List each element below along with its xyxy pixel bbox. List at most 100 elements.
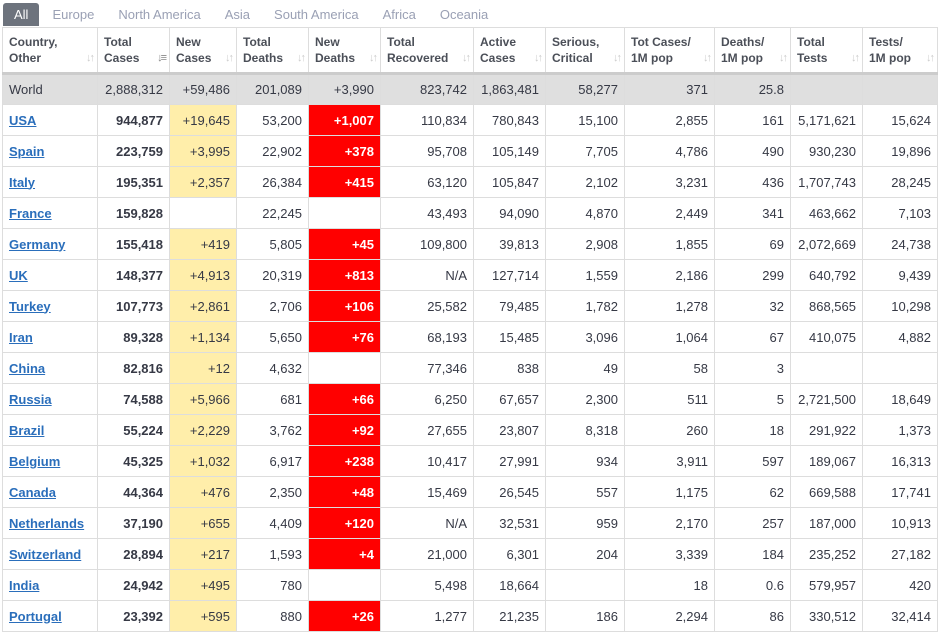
cell-new-cases: +12 <box>169 352 237 384</box>
cell-new-cases: +19,645 <box>169 104 237 136</box>
cell-new-cases: +655 <box>169 507 237 539</box>
cell-total-deaths: 780 <box>236 569 309 601</box>
cell-total-recovered: 109,800 <box>380 228 474 260</box>
country-link[interactable]: Iran <box>9 329 33 345</box>
country-link[interactable]: Switzerland <box>9 546 82 562</box>
country-link[interactable]: Canada <box>9 484 56 500</box>
cell-total-cases: 148,377 <box>97 259 170 291</box>
sort-icon[interactable]: ↓↑ <box>613 52 622 64</box>
cell-total-recovered: 10,417 <box>380 445 474 477</box>
cell-total-recovered: 110,834 <box>380 104 474 136</box>
tab-north-america[interactable]: North America <box>118 7 201 22</box>
sort-icon[interactable]: ↓↑ <box>534 52 543 64</box>
cell-serious-critical: 58,277 <box>545 73 625 105</box>
sort-icon[interactable]: ↓≡ <box>157 52 167 64</box>
tab-south-america[interactable]: South America <box>274 7 359 22</box>
cell-new-cases: +595 <box>169 600 237 632</box>
tab-asia[interactable]: Asia <box>224 7 251 22</box>
table-row: Belgium 45,325 +1,032 6,917 +238 10,417 27,991… <box>2 445 938 477</box>
cell-total-deaths: 201,089 <box>236 73 309 105</box>
sort-icon[interactable]: ↓↑ <box>225 52 234 64</box>
country-link[interactable]: Turkey <box>9 298 51 314</box>
cell-new-cases <box>169 197 237 229</box>
cell-tests-per-1m: 19,896 <box>862 135 938 167</box>
column-header-active-cases[interactable]: Active Cases ↓↑ <box>473 27 546 75</box>
cell-country: UK <box>2 259 98 291</box>
tab-africa[interactable]: Africa <box>382 7 416 22</box>
country-link[interactable]: Belgium <box>9 453 61 469</box>
cell-country: Portugal <box>2 600 98 632</box>
table-row: UK 148,377 +4,913 20,319 +813 N/A 127,714 1,559… <box>2 259 938 291</box>
column-header-total-deaths[interactable]: Total Deaths ↓↑ <box>236 27 309 75</box>
cell-new-deaths: +106 <box>308 290 381 322</box>
sort-icon[interactable]: ↓↑ <box>779 52 788 64</box>
cell-serious-critical: 204 <box>545 538 625 570</box>
country-link[interactable]: Portugal <box>9 608 62 624</box>
tab-europe[interactable]: Europe <box>52 7 95 22</box>
cell-total-deaths: 20,319 <box>236 259 309 291</box>
cell-active-cases: 23,807 <box>473 414 546 446</box>
country-link[interactable]: Brazil <box>9 422 45 438</box>
table-row: Portugal 23,392 +595 880 +26 1,277 21,235 186 2,… <box>2 600 938 632</box>
column-header-serious-critical[interactable]: Serious, Critical ↓↑ <box>545 27 625 75</box>
cell-total-tests: 930,230 <box>790 135 863 167</box>
cell-country: France <box>2 197 98 229</box>
column-header-tests-per-1m[interactable]: Tests/1M pop ↓↑ <box>862 27 938 75</box>
header-line: Total <box>243 35 271 49</box>
cell-total-tests <box>790 73 863 105</box>
column-header-country[interactable]: Country, Other ↓↑ <box>2 27 98 75</box>
cell-serious-critical: 1,559 <box>545 259 625 291</box>
cell-total-cases: 223,759 <box>97 135 170 167</box>
sort-icon[interactable]: ↓↑ <box>462 52 471 64</box>
column-header-total-tests[interactable]: Total Tests ↓↑ <box>790 27 863 75</box>
cell-serious-critical: 7,705 <box>545 135 625 167</box>
sort-icon[interactable]: ↓↑ <box>703 52 712 64</box>
cell-country: World <box>2 73 98 105</box>
country-link[interactable]: Spain <box>9 143 45 159</box>
column-header-new-deaths[interactable]: New Deaths ↓↑ <box>308 27 381 75</box>
cell-total-deaths: 26,384 <box>236 166 309 198</box>
column-header-new-cases[interactable]: New Cases ↓↑ <box>169 27 237 75</box>
cell-country: Canada <box>2 476 98 508</box>
tab-all[interactable]: All <box>3 3 40 26</box>
column-header-total-cases[interactable]: Total Cases ↓≡ <box>97 27 170 75</box>
cell-total-tests: 640,792 <box>790 259 863 291</box>
sort-icon[interactable]: ↓↑ <box>851 52 860 64</box>
country-link[interactable]: UK <box>9 267 28 283</box>
country-link[interactable]: Russia <box>9 391 52 407</box>
country-link[interactable]: France <box>9 205 52 221</box>
cell-tests-per-1m: 28,245 <box>862 166 938 198</box>
country-link[interactable]: USA <box>9 112 37 128</box>
country-link[interactable]: India <box>9 577 40 593</box>
cell-total-deaths: 4,409 <box>236 507 309 539</box>
cell-deaths-per-1m: 341 <box>714 197 791 229</box>
country-link[interactable]: Germany <box>9 236 66 252</box>
sort-icon[interactable]: ↓↑ <box>369 52 378 64</box>
header-line: New <box>315 35 340 49</box>
cell-new-deaths: +415 <box>308 166 381 198</box>
column-header-total-recovered[interactable]: Total Recovered ↓↑ <box>380 27 474 75</box>
header-line: Tests <box>797 51 828 65</box>
cell-total-recovered: 25,582 <box>380 290 474 322</box>
country-link[interactable]: China <box>9 360 46 376</box>
column-header-cases-per-1m[interactable]: Tot Cases/1M pop ↓↑ <box>624 27 715 75</box>
cell-total-deaths: 880 <box>236 600 309 632</box>
column-header-deaths-per-1m[interactable]: Deaths/1M pop ↓↑ <box>714 27 791 75</box>
cell-total-deaths: 5,650 <box>236 321 309 353</box>
cell-serious-critical: 2,102 <box>545 166 625 198</box>
sort-icon[interactable]: ↓↑ <box>926 52 935 64</box>
sort-icon[interactable]: ↓↑ <box>86 52 95 64</box>
country-link[interactable]: Italy <box>9 174 36 190</box>
header-line: Cases <box>480 51 516 65</box>
sort-icon[interactable]: ↓↑ <box>297 52 306 64</box>
country-link[interactable]: Netherlands <box>9 515 85 531</box>
cell-tests-per-1m: 10,298 <box>862 290 938 322</box>
cell-serious-critical: 934 <box>545 445 625 477</box>
cell-total-deaths: 1,593 <box>236 538 309 570</box>
header-line: Recovered <box>387 51 449 65</box>
header-line: Active <box>480 35 517 49</box>
tab-oceania[interactable]: Oceania <box>439 7 489 22</box>
cell-total-cases: 37,190 <box>97 507 170 539</box>
cell-deaths-per-1m: 62 <box>714 476 791 508</box>
cell-total-tests <box>790 352 863 384</box>
